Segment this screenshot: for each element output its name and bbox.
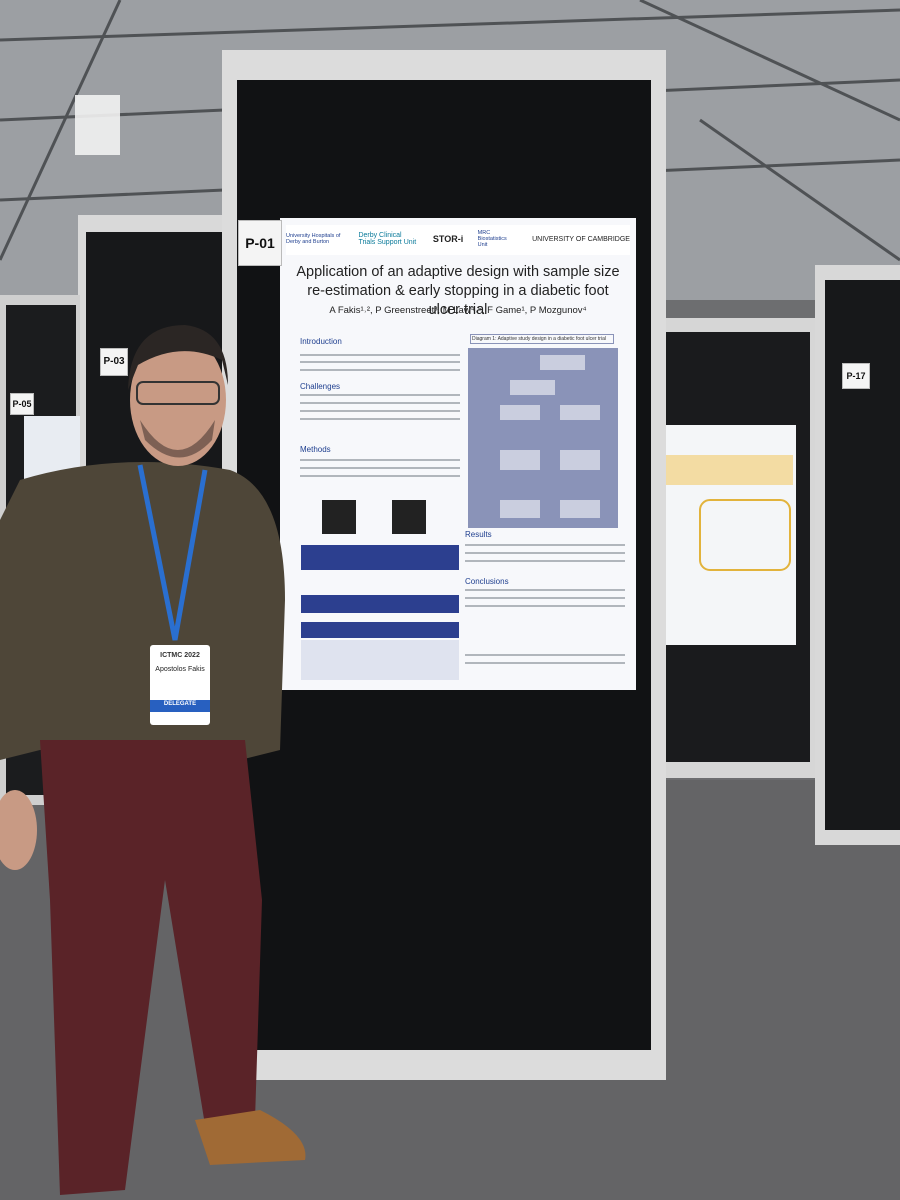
logo: University Hospitals of Derby and Burton	[286, 233, 341, 245]
badge-event: ICTMC 2022	[160, 652, 200, 659]
logo: UNIVERSITY OF CAMBRIDGE	[532, 235, 630, 243]
badge-name: Apostolos Fakis	[155, 666, 205, 673]
board-label: P-01	[238, 220, 282, 266]
board-label: P-17	[842, 363, 870, 389]
badge-ribbon: DELEGATE	[163, 701, 197, 707]
section-heading: Introduction	[300, 337, 342, 346]
section-heading: Challenges	[300, 382, 341, 391]
board-label: P-05	[10, 393, 34, 415]
logo: STOR-i	[432, 234, 464, 244]
section-heading: Methods	[300, 445, 331, 454]
logo: Derby Clinical Trials Support Unit	[358, 232, 417, 246]
logo: MRC Biostatistics Unit	[477, 230, 507, 248]
poster-authors: A Fakis¹˒², P Greenstreet³, M Law⁴˒⁵, F …	[329, 305, 587, 316]
poster-title: Application of an adaptive design with s…	[296, 264, 620, 318]
diagram-title: Diagram 1: Adaptive study design in a di…	[470, 334, 614, 344]
section-heading: Conclusions	[465, 577, 509, 586]
section-heading: Results	[465, 530, 492, 539]
board-label: P-03	[100, 348, 128, 376]
poster-logos: University Hospitals of Derby and Burton…	[286, 230, 630, 248]
